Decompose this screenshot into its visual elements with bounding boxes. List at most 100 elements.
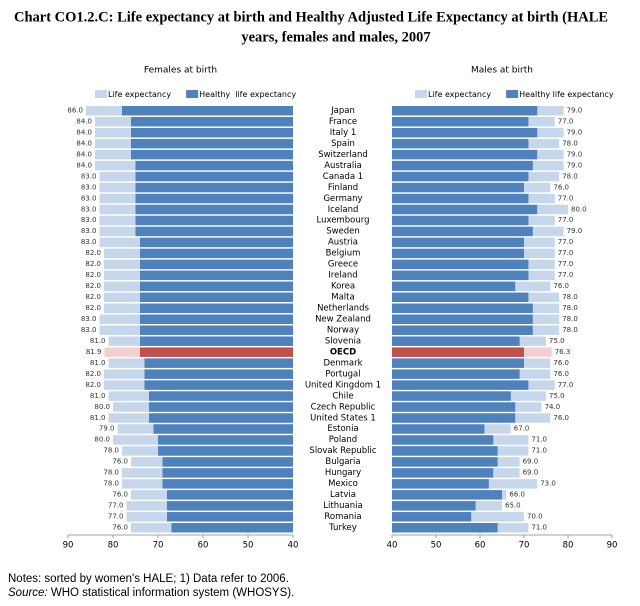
data-label: 83.0	[81, 194, 97, 202]
bar	[149, 391, 293, 401]
category-label: Italy 1	[330, 128, 357, 138]
bar	[392, 281, 516, 292]
data-label: 77.0	[558, 238, 574, 246]
bar	[140, 270, 293, 281]
data-label: 83.0	[81, 238, 97, 246]
category-label: Netherlands	[317, 304, 369, 314]
category-label: United States 1	[310, 413, 376, 423]
category-label: Luxembourg	[317, 216, 370, 226]
bar	[135, 182, 293, 193]
bar	[392, 116, 529, 127]
data-label: 78.0	[562, 139, 578, 147]
category-label: Slovenia	[325, 336, 361, 346]
category-label: Czech Republic	[311, 402, 376, 412]
category-label: Canada 1	[323, 172, 363, 182]
bar	[135, 215, 293, 226]
data-label: 77.0	[558, 381, 574, 389]
category-label: Malta	[331, 293, 354, 303]
bar	[392, 149, 538, 160]
bar	[167, 490, 293, 500]
bar	[122, 106, 293, 116]
data-label: 79.0	[567, 161, 583, 169]
bar	[135, 193, 293, 204]
category-label: Austria	[328, 238, 358, 248]
data-label: 78.0	[103, 469, 119, 477]
bar	[392, 391, 511, 401]
bar	[171, 523, 293, 533]
bar	[149, 413, 293, 423]
bar	[140, 303, 293, 314]
category-label: Lithuania	[323, 501, 362, 511]
bar	[135, 171, 293, 182]
legend-swatch	[95, 90, 107, 98]
bar	[158, 446, 293, 456]
legend-label: Life expectancy	[108, 90, 171, 99]
panel-title: Males at birth	[471, 66, 533, 76]
data-label: 75.0	[549, 337, 565, 345]
data-label: 78.0	[103, 480, 119, 488]
x-tick-label: 90	[63, 541, 74, 551]
data-label: 76.0	[112, 491, 128, 499]
category-label: Hungary	[325, 468, 361, 478]
category-label: Ireland	[328, 271, 357, 281]
category-label: Poland	[329, 435, 357, 445]
data-label: 77.0	[558, 249, 574, 257]
bar	[392, 248, 524, 259]
x-tick-label: 70	[153, 541, 164, 551]
bar	[135, 204, 293, 215]
x-tick-label: 80	[108, 541, 119, 551]
bar	[144, 380, 293, 390]
bar	[392, 270, 529, 281]
data-label: 69.0	[523, 469, 539, 477]
data-label: 82.0	[85, 282, 101, 290]
data-label: 84.0	[76, 117, 92, 125]
data-label: 84.0	[76, 139, 92, 147]
category-label: Slovak Republic	[309, 446, 376, 456]
bar	[140, 281, 293, 292]
data-label: 79.0	[567, 150, 583, 158]
data-label: 74.0	[545, 403, 561, 411]
category-label: Estonia	[327, 424, 358, 434]
source: Source: WHO statistical information syst…	[8, 587, 294, 599]
data-label: 79.0	[567, 106, 583, 114]
data-label: 78.0	[562, 293, 578, 301]
bar	[392, 215, 529, 226]
data-label: 77.0	[558, 260, 574, 268]
x-tick-label: 50	[243, 541, 254, 551]
data-label: 78.0	[562, 326, 578, 334]
legend-swatch	[506, 90, 519, 98]
category-label: Denmark	[323, 358, 362, 368]
source-text: WHO statistical information system (WHOS…	[51, 587, 294, 599]
data-label: 67.0	[514, 425, 530, 433]
data-label: 69.0	[523, 458, 539, 466]
bar	[162, 468, 293, 478]
data-label: 82.0	[85, 304, 101, 312]
data-label: 77.0	[558, 271, 574, 279]
data-label: 75.0	[549, 392, 565, 400]
bar	[131, 127, 293, 138]
bar	[153, 424, 293, 434]
x-tick-label: 40	[387, 541, 398, 551]
category-label: Chile	[332, 391, 353, 401]
data-label: 79.0	[99, 425, 115, 433]
data-label: 81.0	[90, 359, 106, 367]
bar	[135, 160, 293, 171]
panel-title: Females at birth	[144, 66, 217, 76]
bar	[392, 237, 524, 248]
data-label: 66.0	[509, 491, 525, 499]
data-label: 86.0	[67, 106, 83, 114]
data-label: 82.0	[85, 381, 101, 389]
data-label: 78.0	[562, 315, 578, 323]
data-label: 77.0	[108, 513, 124, 521]
legend-swatch	[415, 90, 427, 98]
notes: Notes: sorted by women's HALE; 1) Data r…	[8, 573, 289, 585]
category-label: Romania	[324, 512, 361, 522]
data-label: 84.0	[76, 150, 92, 158]
data-label: 79.0	[567, 227, 583, 235]
bar	[392, 160, 533, 171]
data-label: 79.0	[567, 128, 583, 136]
category-label: United Kingdom 1	[305, 380, 381, 390]
bar	[140, 237, 293, 248]
data-label: 82.0	[85, 370, 101, 378]
data-label: 71.0	[531, 447, 547, 455]
